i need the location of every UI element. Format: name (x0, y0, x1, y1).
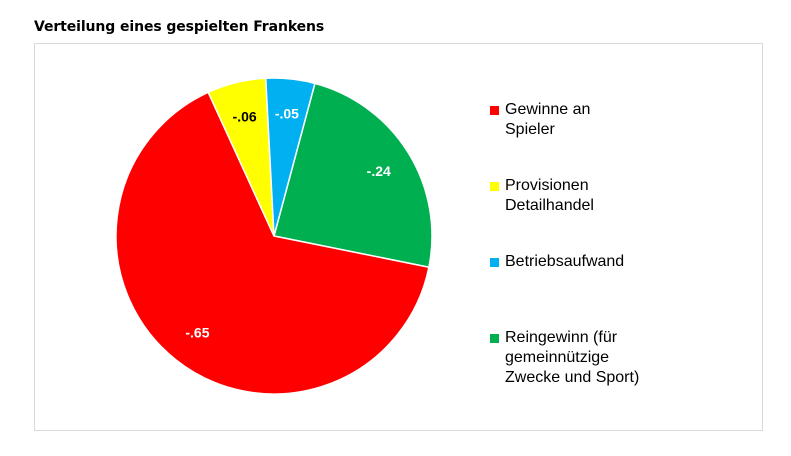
legend-swatch (490, 182, 499, 191)
legend-label: Provisionen Detailhandel (505, 177, 594, 214)
pie-data-label-4: -.05 (275, 105, 299, 121)
pie-data-label-1: -.24 (367, 163, 391, 179)
legend-swatch (490, 106, 499, 115)
legend-item-1: Gewinne an Spieler (490, 100, 590, 140)
pie-data-label-3: -.06 (233, 108, 257, 124)
legend-label: Betriebsaufwand (505, 253, 625, 270)
legend-label: Reingewinn (für gemeinnützige Zwecke und… (505, 329, 640, 386)
legend-item-2: Provisionen Detailhandel (490, 176, 594, 216)
pie-slice-1 (273, 82, 433, 269)
legend-swatch (490, 334, 499, 343)
legend-label: Gewinne an Spieler (505, 101, 591, 138)
pie-slice-2 (115, 91, 430, 395)
legend-swatch (490, 258, 499, 267)
legend-item-3: Betriebsaufwand (490, 252, 624, 272)
pie-data-label-2: -.65 (185, 325, 209, 341)
page-title: Verteilung eines gespielten Frankens (34, 19, 325, 35)
pie-slice-4 (264, 77, 316, 237)
legend-item-4: Reingewinn (für gemeinnützige Zwecke und… (490, 328, 639, 388)
